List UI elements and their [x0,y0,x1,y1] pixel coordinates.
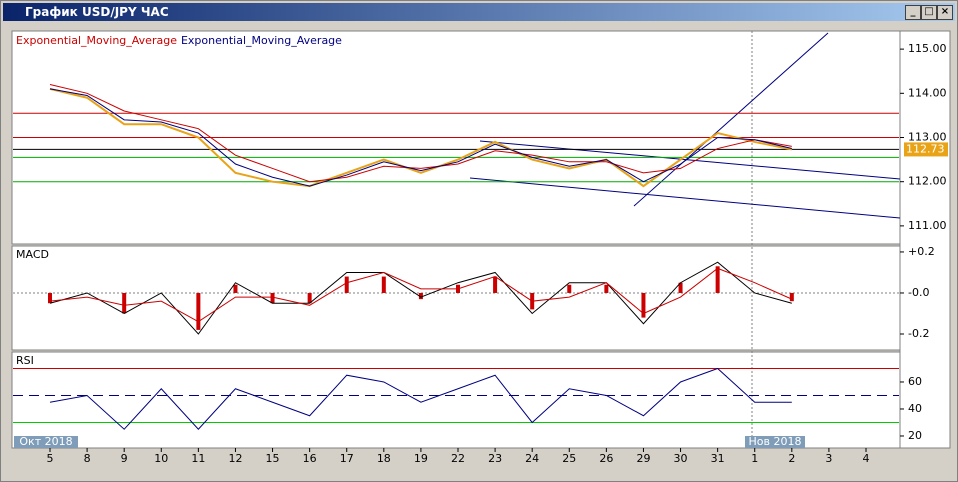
period-label-box [745,436,805,448]
y-tick-label: 113.00 [908,131,947,144]
window-title: График USD/JPY ЧАС [25,5,169,19]
panel-title: RSI [16,354,34,367]
x-tick-label: 4 [863,452,870,465]
histogram-bar [307,292,312,304]
period-label: Окт 2018 [19,435,72,448]
histogram-bar [678,282,683,293]
x-tick-label: 24 [525,452,539,465]
macd-panel [11,245,901,351]
last-price-label: 112.73 [906,142,945,155]
period-label-box [14,436,78,448]
x-tick-label: 11 [191,452,205,465]
histogram-bar [344,276,349,293]
x-tick-label: 30 [674,452,688,465]
x-tick-label: 22 [451,452,465,465]
last-price-box [904,142,948,157]
histogram-bar [418,292,423,300]
x-tick-label: 16 [303,452,317,465]
histogram-bar [48,292,52,304]
price-scale [899,30,951,449]
y-tick-label: -0.0 [908,286,929,299]
y-tick-label: 111.00 [908,219,947,232]
histogram-bar [122,292,127,314]
y-tick-label: 114.00 [908,86,947,99]
series-line [49,88,792,187]
histogram-bar [641,292,646,318]
y-tick-label: 20 [908,429,922,442]
x-tick-label: 12 [228,452,242,465]
x-tick-label: 15 [266,452,280,465]
y-tick-label: -0.2 [908,327,929,340]
series-line [49,267,793,323]
y-tick-label: 112.00 [908,175,947,188]
rsi-panel [11,351,901,449]
x-tick-label: 19 [414,452,428,465]
series-line [49,367,792,430]
x-tick-label: 29 [636,452,650,465]
series-line [49,261,792,335]
x-tick-label: 26 [599,452,613,465]
trend-line [479,140,901,180]
close-button[interactable]: × [937,5,953,20]
x-tick-label: 5 [47,452,54,465]
y-tick-label: 115.00 [908,42,947,55]
y-tick-label: +0.2 [908,245,935,258]
x-tick-label: 3 [825,452,832,465]
histogram-bar [381,276,386,293]
histogram-bar [715,266,720,293]
histogram-bar [196,292,201,330]
x-tick-label: 23 [488,452,502,465]
x-tick-label: 18 [377,452,391,465]
x-tick-label: 10 [154,452,168,465]
x-tick-label: 2 [788,452,795,465]
panel-title: MACD [16,248,49,261]
x-tick-label: 31 [711,452,725,465]
x-tick-label: 9 [121,452,128,465]
histogram-bar [567,284,572,293]
y-tick-label: 60 [908,375,922,388]
histogram-bar [789,292,794,302]
x-tick-label: 8 [84,452,91,465]
x-tick-label: 17 [340,452,354,465]
maximize-button[interactable]: □ [921,5,937,20]
title-bar: График USD/JPY ЧАС _ □ × [3,3,955,21]
minimize-button[interactable]: _ [905,5,921,20]
y-tick-label: 40 [908,402,922,415]
trend-line [469,177,901,219]
x-tick-label: 25 [562,452,576,465]
period-label: Нов 2018 [749,435,802,448]
histogram-bar [604,284,609,293]
histogram-bar [270,292,275,304]
legend-entry: Exponential_Moving_Average [181,34,342,47]
trend-line [633,32,829,207]
series-line [49,87,793,188]
legend-entry: Exponential_Moving_Average [16,34,177,47]
histogram-bar [493,276,498,293]
x-tick-label: 1 [751,452,758,465]
histogram-bar [233,284,238,293]
